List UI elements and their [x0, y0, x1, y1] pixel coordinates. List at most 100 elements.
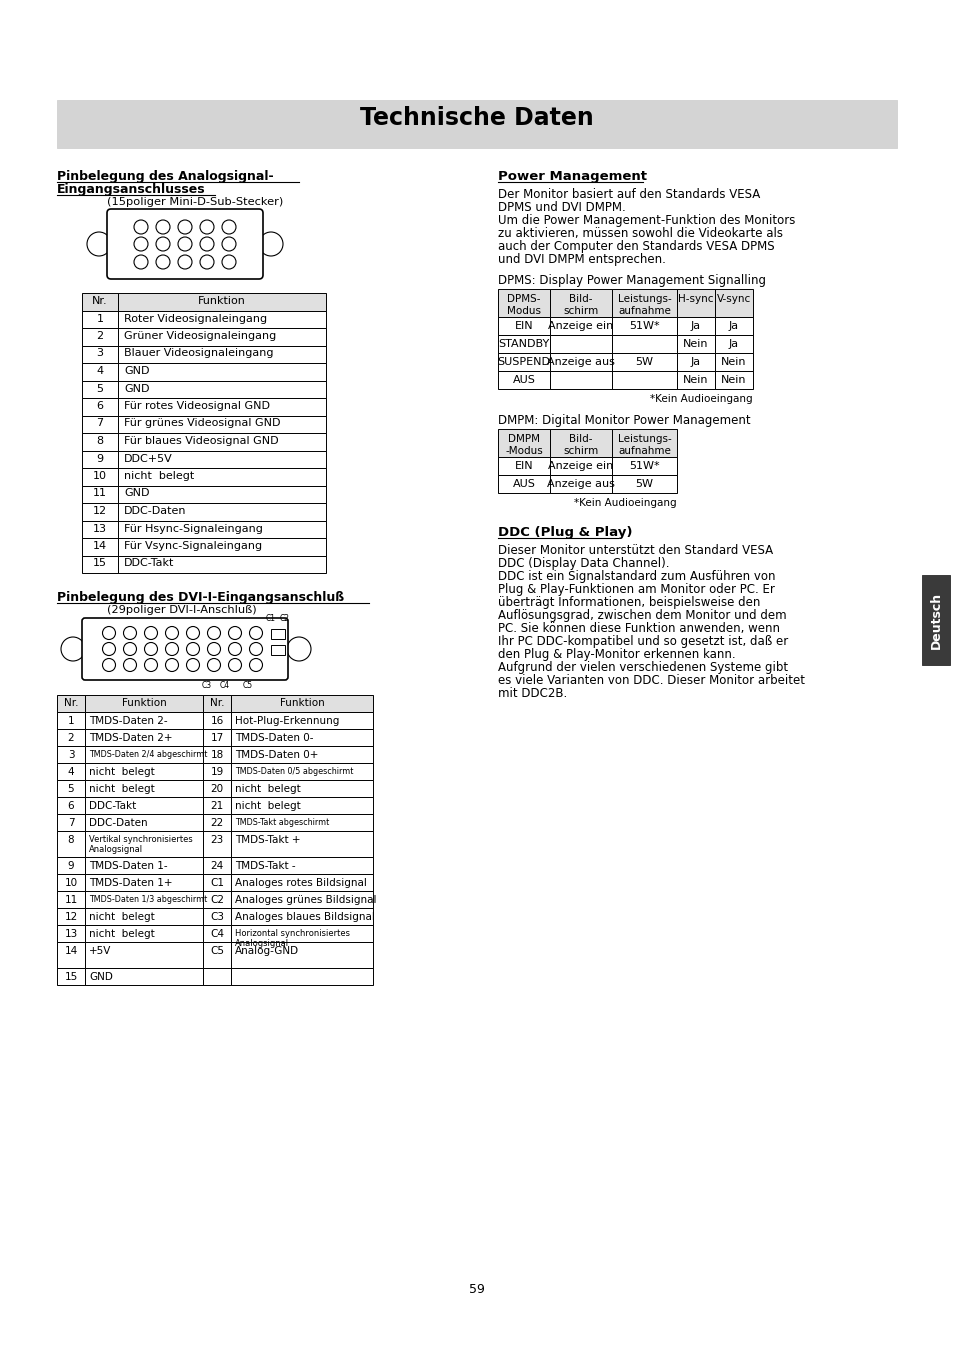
- Bar: [203, 831, 231, 857]
- Text: C2: C2: [210, 894, 224, 905]
- Bar: [203, 969, 231, 985]
- Text: AUS: AUS: [512, 376, 535, 385]
- Text: 15: 15: [92, 558, 107, 569]
- Text: 12: 12: [92, 507, 107, 516]
- Bar: [231, 874, 373, 892]
- Text: 3: 3: [68, 750, 74, 761]
- Text: TMDS-Takt abgeschirmt: TMDS-Takt abgeschirmt: [234, 817, 329, 827]
- Text: AUS: AUS: [512, 480, 535, 489]
- Text: zu aktivieren, müssen sowohl die Videokarte als: zu aktivieren, müssen sowohl die Videoka…: [497, 227, 782, 240]
- Text: 2: 2: [205, 223, 209, 228]
- Text: DDC ist ein Signalstandard zum Ausführen von: DDC ist ein Signalstandard zum Ausführen…: [497, 570, 775, 584]
- Text: 8: 8: [254, 630, 257, 635]
- Circle shape: [123, 658, 136, 671]
- Bar: [550, 430, 612, 457]
- Text: 14: 14: [211, 646, 217, 650]
- Bar: [57, 694, 85, 712]
- Bar: [550, 335, 612, 353]
- Bar: [203, 694, 231, 712]
- Text: Blauer Videosignaleingang: Blauer Videosignaleingang: [124, 349, 274, 358]
- Bar: [203, 857, 231, 874]
- Bar: [57, 746, 85, 763]
- Text: TMDS-Daten 2+: TMDS-Daten 2+: [89, 734, 172, 743]
- Text: Bild-
schirm: Bild- schirm: [563, 434, 598, 455]
- Circle shape: [208, 627, 220, 639]
- Text: 15: 15: [232, 646, 238, 650]
- Text: PC. Sie können diese Funktion anwenden, wenn: PC. Sie können diese Funktion anwenden, …: [497, 621, 780, 635]
- Text: 9: 9: [161, 240, 165, 245]
- Text: Für grünes Videosignal GND: Für grünes Videosignal GND: [124, 419, 280, 428]
- Text: 10: 10: [127, 646, 133, 650]
- Text: C1: C1: [274, 631, 281, 635]
- Bar: [82, 520, 118, 538]
- Text: Funktion: Funktion: [121, 698, 166, 708]
- Text: 17: 17: [211, 734, 223, 743]
- Bar: [231, 892, 373, 908]
- Text: nicht  belegt: nicht belegt: [89, 784, 154, 794]
- Text: 9: 9: [68, 861, 74, 871]
- Text: (29poliger DVI-I-Anschluß): (29poliger DVI-I-Anschluß): [107, 605, 256, 615]
- Text: 8: 8: [68, 835, 74, 844]
- Circle shape: [133, 255, 148, 269]
- Bar: [497, 353, 550, 372]
- Text: 4: 4: [171, 630, 173, 635]
- Bar: [57, 892, 85, 908]
- Bar: [612, 353, 677, 372]
- Text: TMDS-Daten 2-: TMDS-Daten 2-: [89, 716, 168, 725]
- Bar: [714, 353, 752, 372]
- Bar: [231, 942, 373, 969]
- Circle shape: [61, 638, 85, 661]
- Text: Für blaues Videosignal GND: Für blaues Videosignal GND: [124, 436, 278, 446]
- Circle shape: [156, 255, 170, 269]
- Text: 1: 1: [107, 630, 111, 635]
- Text: 15: 15: [64, 971, 77, 982]
- Text: 1: 1: [96, 313, 103, 323]
- Bar: [57, 730, 85, 746]
- Text: Deutsch: Deutsch: [928, 592, 942, 648]
- Bar: [57, 969, 85, 985]
- Bar: [82, 293, 118, 311]
- Circle shape: [87, 232, 111, 255]
- Text: überträgt Informationen, beispielsweise den: überträgt Informationen, beispielsweise …: [497, 596, 760, 609]
- Circle shape: [287, 638, 311, 661]
- Text: C4: C4: [220, 681, 230, 690]
- Text: Anzeige ein: Anzeige ein: [548, 461, 613, 471]
- Bar: [85, 730, 203, 746]
- Text: DDC (Display Data Channel).: DDC (Display Data Channel).: [497, 557, 669, 570]
- Bar: [85, 712, 203, 730]
- Bar: [203, 874, 231, 892]
- Circle shape: [123, 643, 136, 655]
- Text: 20: 20: [211, 784, 223, 794]
- Bar: [85, 892, 203, 908]
- Text: DMPM
-Modus: DMPM -Modus: [504, 434, 542, 455]
- Bar: [118, 328, 326, 346]
- Bar: [57, 925, 85, 942]
- Text: nicht  belegt: nicht belegt: [234, 801, 300, 811]
- Bar: [203, 763, 231, 780]
- Circle shape: [200, 236, 213, 251]
- Text: GND: GND: [124, 384, 150, 393]
- Bar: [85, 694, 203, 712]
- Text: 51W*: 51W*: [629, 322, 659, 331]
- Text: TMDS-Daten 0+: TMDS-Daten 0+: [234, 750, 318, 761]
- Text: Hot-Plug-Erkennung: Hot-Plug-Erkennung: [234, 716, 339, 725]
- Bar: [550, 353, 612, 372]
- Bar: [231, 925, 373, 942]
- Text: Ja: Ja: [690, 322, 700, 331]
- Text: nicht  belegt: nicht belegt: [234, 784, 300, 794]
- Text: 11: 11: [64, 894, 77, 905]
- Text: 6: 6: [227, 240, 231, 245]
- Text: 2: 2: [128, 630, 132, 635]
- Text: 12: 12: [169, 646, 175, 650]
- Circle shape: [186, 643, 199, 655]
- Text: 7: 7: [233, 630, 236, 635]
- Text: Leistungs-
aufnahme: Leistungs- aufnahme: [617, 434, 671, 455]
- Text: 20: 20: [169, 662, 175, 666]
- Circle shape: [208, 643, 220, 655]
- Bar: [497, 457, 550, 476]
- Text: 24: 24: [211, 861, 223, 871]
- Bar: [231, 694, 373, 712]
- Text: 13: 13: [92, 523, 107, 534]
- Circle shape: [133, 220, 148, 234]
- Text: 14: 14: [92, 540, 107, 551]
